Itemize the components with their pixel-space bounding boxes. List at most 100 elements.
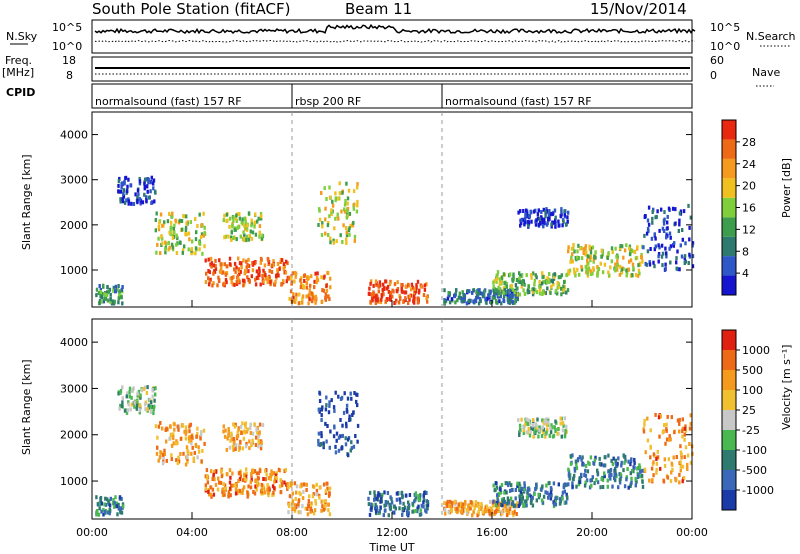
echo-cell: [495, 508, 498, 513]
echo-cell: [307, 499, 310, 504]
echo-cell: [161, 236, 164, 241]
echo-cell: [123, 179, 126, 184]
echo-cell: [264, 477, 267, 482]
echo-cell: [487, 294, 490, 299]
echo-cell: [391, 294, 394, 299]
echo-cell: [187, 436, 191, 441]
echo-cell: [152, 407, 155, 412]
echo-cell: [308, 296, 311, 301]
echo-cell: [656, 455, 660, 460]
echo-cell: [531, 423, 534, 428]
echo-cell: [532, 209, 536, 214]
echo-cell: [577, 482, 581, 487]
echo-cell: [567, 210, 570, 215]
echo-cell: [459, 295, 462, 300]
echo-cell: [525, 503, 528, 508]
echo-cell: [661, 226, 665, 231]
echo-cell: [341, 423, 344, 428]
echo-cell: [137, 192, 140, 197]
echo-cell: [546, 490, 549, 495]
echo-cell: [411, 509, 414, 514]
echo-cell: [193, 450, 196, 455]
echo-cell: [383, 503, 386, 508]
echo-cell: [410, 282, 414, 287]
echo-cell: [625, 268, 628, 273]
echo-cell: [540, 210, 543, 214]
echo-cell: [661, 263, 664, 268]
echo-cell: [474, 299, 478, 304]
echo-cell: [235, 279, 238, 284]
echo-cell: [138, 403, 142, 408]
echo-cell: [546, 427, 549, 432]
echo-cell: [517, 210, 520, 215]
echo-cell: [250, 472, 253, 476]
echo-cell: [518, 494, 521, 499]
echo-cell: [184, 228, 188, 233]
echo-cell: [237, 276, 240, 281]
echo-cell: [564, 428, 567, 433]
echo-cell: [125, 198, 128, 203]
echo-cell: [592, 461, 596, 466]
echo-cell: [620, 460, 623, 465]
echo-cell: [508, 507, 512, 511]
echo-cell: [109, 297, 112, 302]
echo-cell: [678, 267, 681, 272]
echo-cell: [530, 496, 534, 501]
echo-cell: [347, 228, 351, 233]
echo-cell: [379, 505, 382, 510]
echo-cell: [575, 466, 579, 471]
echo-cell: [318, 399, 322, 403]
echo-cell: [198, 247, 201, 252]
echo-cell: [617, 456, 620, 461]
echo-cell: [239, 439, 242, 444]
echo-cell: [232, 215, 235, 220]
echo-cell: [530, 210, 533, 215]
echo-cell: [600, 248, 603, 253]
echo-cell: [310, 501, 313, 506]
echo-cell: [413, 499, 416, 504]
echo-cell: [320, 233, 324, 237]
echo-cell: [535, 425, 538, 430]
echo-cell: [610, 259, 613, 264]
echo-cell: [225, 212, 229, 217]
echo-cell: [637, 473, 640, 478]
echo-cell: [651, 220, 654, 225]
echo-cell: [127, 402, 130, 407]
echo-cell: [497, 499, 500, 504]
echo-cell: [260, 214, 263, 219]
echo-cell: [668, 437, 671, 442]
echo-cell: [201, 251, 204, 256]
echo-cell: [533, 282, 536, 287]
echo-cell: [221, 493, 225, 498]
echo-cell: [495, 277, 498, 282]
echo-cell: [333, 424, 336, 429]
echo-cell: [388, 297, 391, 302]
echo-cell: [249, 485, 253, 490]
echo-cell: [391, 510, 395, 515]
echo-cell: [258, 234, 261, 239]
echo-cell: [459, 501, 462, 506]
echo-cell: [674, 207, 677, 212]
echo-cell: [198, 212, 201, 217]
echo-cell: [544, 434, 547, 439]
echo-cell: [298, 490, 301, 495]
echo-cell: [237, 256, 240, 261]
echo-cell: [225, 219, 228, 224]
echo-cell: [542, 279, 545, 284]
echo-cell: [203, 225, 206, 230]
echo-cell: [382, 513, 385, 518]
echo-cell: [138, 181, 142, 186]
echo-cell: [496, 497, 499, 502]
echo-cell: [525, 273, 528, 278]
echo-cell: [669, 260, 672, 265]
echo-cell: [323, 506, 327, 511]
echo-cell: [251, 438, 254, 443]
x-tick-label: 12:00: [376, 526, 408, 539]
echo-cell: [232, 437, 235, 441]
echo-cell: [301, 297, 304, 301]
echo-cell: [168, 211, 171, 216]
echo-cell: [377, 284, 380, 288]
echo-cell: [128, 394, 131, 399]
echo-cell: [102, 508, 105, 512]
echo-cell: [403, 505, 407, 510]
